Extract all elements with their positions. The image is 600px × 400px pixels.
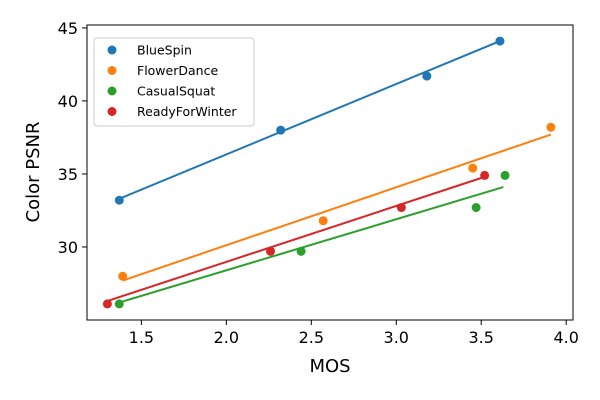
legend-items: BlueSpin FlowerDance CasualSquat ReadyForWi…	[107, 43, 237, 119]
axes-frame	[86, 24, 574, 321]
plot-series	[102, 36, 556, 309]
legend: BlueSpin FlowerDance CasualSquat ReadyForWi…	[93, 37, 255, 127]
series-casualsquat	[114, 170, 510, 309]
fit-line-bluespin	[118, 40, 501, 200]
x-tick-label: 4.0	[553, 328, 578, 347]
data-point-bluespin	[114, 195, 124, 205]
y-tick-label: 45	[58, 19, 78, 38]
x-tick-label: 3.0	[384, 328, 409, 347]
legend-marker-flowerdance	[107, 66, 117, 75]
x-tick-label: 2.0	[214, 328, 239, 347]
data-point-bluespin	[422, 71, 432, 81]
legend-marker-casualsquat	[107, 86, 117, 96]
x-tick-label: 1.5	[129, 328, 154, 347]
data-point-flowerdance	[318, 216, 328, 226]
data-point-flowerdance	[468, 163, 478, 173]
y-axis-label: Color PSNR	[23, 122, 44, 223]
series-flowerdance	[118, 122, 556, 282]
x-axis-label: MOS	[309, 356, 350, 377]
x-tick-label: 3.5	[469, 328, 494, 347]
legend-label-casualsquat: CasualSquat	[137, 84, 215, 99]
data-point-casualsquat	[114, 299, 124, 309]
data-point-bluespin	[276, 125, 286, 135]
series-bluespin	[114, 36, 505, 205]
legend-label-bluespin: BlueSpin	[137, 43, 192, 58]
data-point-casualsquat	[296, 246, 306, 256]
legend-label-flowerdance: FlowerDance	[137, 63, 218, 78]
data-point-flowerdance	[118, 271, 128, 281]
y-tick-label: 35	[58, 165, 78, 184]
data-point-readyforwinter	[266, 246, 276, 256]
data-point-readyforwinter	[480, 170, 490, 180]
data-point-flowerdance	[546, 122, 556, 132]
fit-line-casualsquat	[118, 186, 504, 304]
fit-line-flowerdance	[122, 133, 552, 282]
y-tick-label: 30	[58, 238, 78, 257]
legend-box	[93, 37, 255, 127]
data-point-readyforwinter	[102, 299, 112, 309]
data-point-bluespin	[495, 36, 505, 46]
legend-marker-bluespin	[107, 45, 117, 55]
y-tick-label: 40	[58, 92, 78, 111]
fit-line-readyforwinter	[107, 175, 485, 302]
x-axis: 1.5 2.0 2.5 3.0 3.5 4.0	[129, 320, 579, 347]
legend-label-readyforwinter: ReadyForWinter	[137, 104, 237, 119]
x-tick-label: 2.5	[299, 328, 324, 347]
y-axis: 30 35 40 45	[58, 19, 87, 257]
legend-marker-readyforwinter	[107, 107, 117, 116]
data-point-casualsquat	[471, 203, 481, 213]
data-point-casualsquat	[500, 170, 510, 180]
data-point-readyforwinter	[396, 203, 406, 213]
series-readyforwinter	[102, 170, 490, 309]
